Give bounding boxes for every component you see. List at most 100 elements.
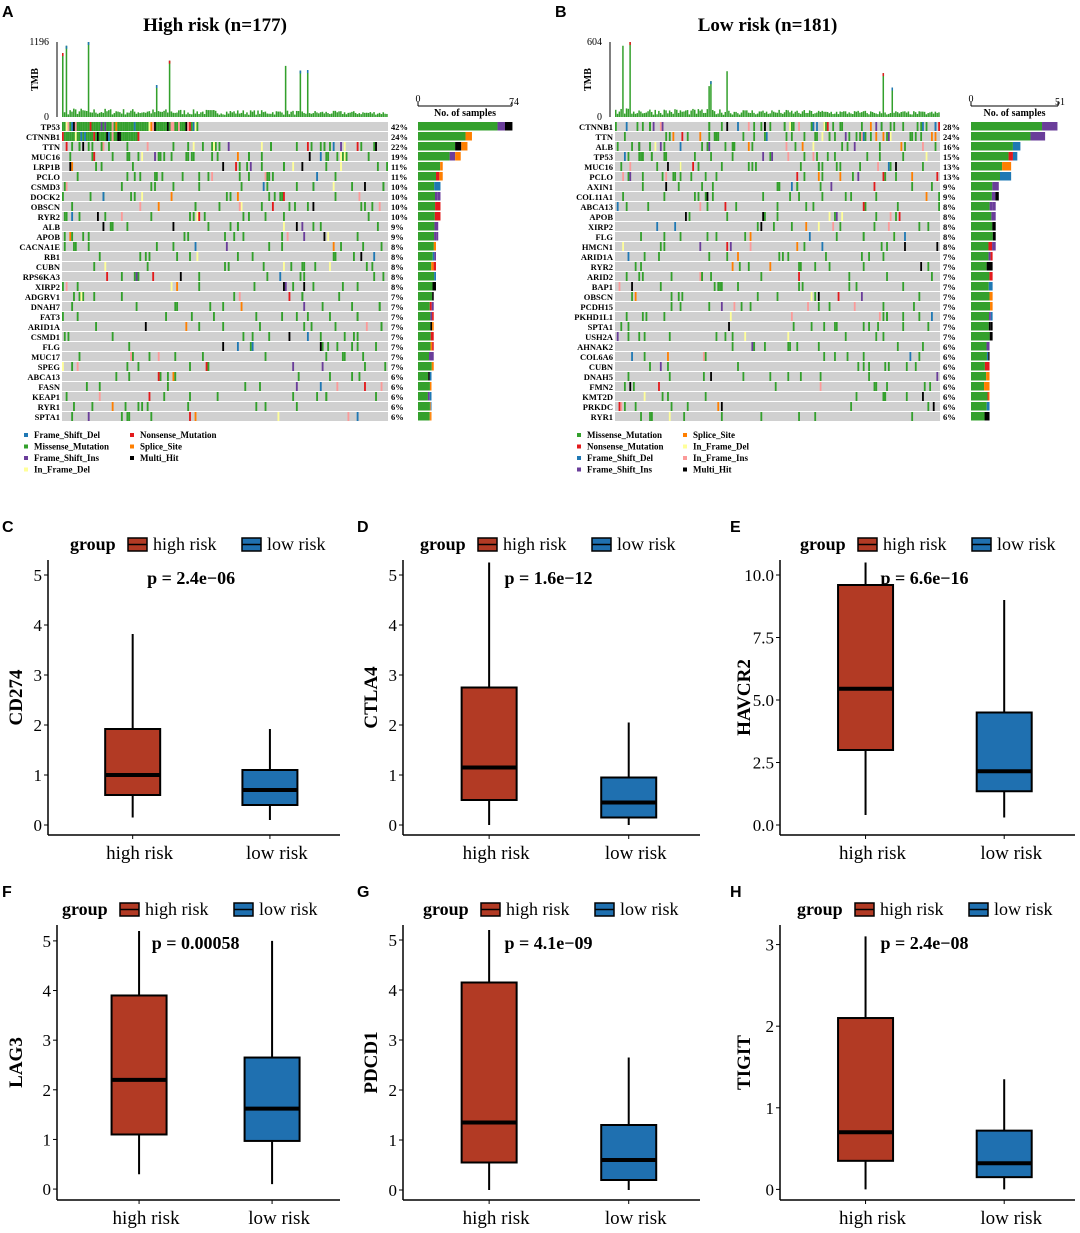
gene-percent: 7% bbox=[391, 352, 404, 362]
mutation-cell bbox=[380, 382, 383, 391]
legend-item: low risk bbox=[259, 899, 318, 919]
mutation-cell bbox=[190, 152, 193, 161]
mutation-cell bbox=[737, 362, 739, 371]
tmb-bar bbox=[760, 111, 762, 117]
mutation-cell bbox=[873, 382, 876, 391]
mutation-cell bbox=[131, 352, 134, 361]
mutation-cell bbox=[710, 372, 712, 381]
mutation-cell bbox=[701, 272, 703, 281]
mutation-cell bbox=[663, 142, 666, 151]
tmb-bar bbox=[634, 113, 637, 117]
gene-label: MUC16 bbox=[584, 162, 613, 172]
tmb-bar bbox=[638, 110, 640, 117]
gene-row-background bbox=[62, 132, 388, 141]
tmb-bar bbox=[218, 114, 221, 117]
tmb-bar bbox=[701, 109, 703, 117]
sample-count-bar bbox=[971, 322, 989, 331]
gene-row-background bbox=[62, 192, 388, 201]
mutation-cell bbox=[268, 242, 271, 251]
gene-label: RYR1 bbox=[591, 412, 613, 422]
mutation-cell bbox=[850, 192, 853, 201]
gene-percent: 6% bbox=[943, 362, 956, 372]
tmb-bar bbox=[724, 111, 727, 117]
mutation-cell bbox=[172, 122, 175, 131]
mutation-cell bbox=[91, 132, 94, 141]
mutation-cell bbox=[812, 152, 815, 161]
mutation-cell bbox=[868, 252, 870, 261]
gene-label: RYR1 bbox=[38, 402, 60, 412]
mutation-cell bbox=[636, 122, 639, 131]
tmb-bar bbox=[704, 112, 707, 117]
mutation-cell bbox=[84, 132, 86, 141]
sample-count-bar-segment bbox=[984, 362, 990, 371]
mutation-cell bbox=[904, 232, 906, 241]
mutation-cell bbox=[126, 152, 129, 161]
tmb-bar bbox=[334, 110, 337, 117]
mutation-cell bbox=[168, 122, 171, 131]
mutation-cell bbox=[760, 222, 763, 231]
mutation-cell bbox=[139, 122, 142, 131]
mutation-cell bbox=[882, 332, 885, 341]
mutation-cell bbox=[343, 142, 346, 151]
mutation-cell bbox=[717, 282, 720, 291]
mutation-cell bbox=[803, 242, 806, 251]
mutation-cell bbox=[104, 132, 107, 141]
mutation-cell bbox=[681, 292, 684, 301]
tmb-bar bbox=[251, 111, 254, 117]
mutation-cell bbox=[719, 282, 721, 291]
sample-count-bar-segment bbox=[992, 242, 996, 251]
mutation-cell bbox=[281, 312, 284, 321]
mutation-cell bbox=[720, 302, 723, 311]
mutation-cell bbox=[895, 172, 897, 181]
mutation-cell bbox=[340, 242, 342, 251]
mutation-cell bbox=[625, 122, 628, 131]
tmb-bar bbox=[817, 110, 820, 117]
tmb-bar bbox=[702, 112, 705, 117]
tmb-bar bbox=[115, 111, 117, 117]
mutation-cell bbox=[751, 342, 754, 351]
mutation-cell bbox=[789, 192, 791, 201]
mutation-cell bbox=[194, 202, 197, 211]
mutation-cell bbox=[126, 172, 129, 181]
tmb-bar bbox=[931, 111, 933, 117]
tmb-bar bbox=[354, 112, 357, 117]
mutation-cell bbox=[692, 162, 695, 171]
mutation-cell bbox=[880, 122, 883, 131]
mutation-cell bbox=[314, 262, 317, 271]
sample-count-bar-segment bbox=[430, 402, 432, 411]
tmb-bar bbox=[640, 111, 642, 117]
mutation-cell bbox=[839, 162, 842, 171]
mutation-cell bbox=[922, 122, 924, 131]
tmb-bar bbox=[161, 111, 163, 117]
mutation-cell bbox=[638, 152, 641, 161]
mutation-cell bbox=[889, 132, 892, 141]
sample-count-bar-segment bbox=[984, 412, 990, 421]
sample-count-bar bbox=[418, 382, 430, 391]
mutation-cell bbox=[798, 272, 800, 281]
sample-count-bar-segment bbox=[986, 402, 990, 411]
p-value: p = 1.6e−12 bbox=[505, 568, 593, 588]
gene-row-background bbox=[615, 162, 940, 171]
mutation-cell bbox=[920, 132, 923, 141]
tmb-bar bbox=[62, 53, 64, 117]
sample-count-bar-segment bbox=[430, 312, 433, 321]
legend-item: Frame_Shift_Del bbox=[587, 453, 653, 463]
mutation-cell bbox=[85, 122, 88, 131]
legend-item: Nonsense_Mutation bbox=[140, 430, 217, 440]
mutation-cell bbox=[792, 322, 795, 331]
sample-count-bar-segment bbox=[437, 192, 441, 201]
mutation-cell bbox=[616, 332, 619, 341]
sample-count-bar-segment bbox=[461, 142, 468, 151]
mutation-cell bbox=[717, 402, 720, 411]
mutation-cell bbox=[100, 162, 103, 171]
mutation-cell bbox=[367, 152, 370, 161]
tmb-bar bbox=[920, 111, 922, 117]
gene-percent: 9% bbox=[943, 182, 956, 192]
gene-percent: 8% bbox=[391, 272, 404, 282]
gene-row-background bbox=[62, 162, 388, 171]
mutation-cell bbox=[658, 382, 660, 391]
mutation-cell bbox=[240, 302, 243, 311]
tmb-bar bbox=[244, 114, 246, 117]
mutation-cell bbox=[71, 122, 74, 131]
mutation-cell bbox=[292, 162, 295, 171]
